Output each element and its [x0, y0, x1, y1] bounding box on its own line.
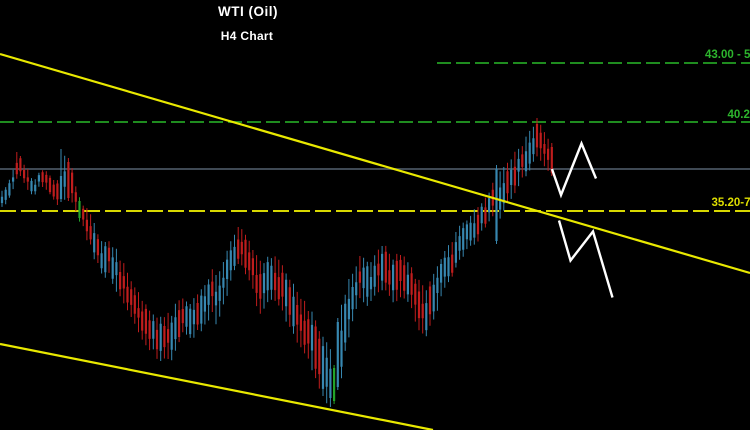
svg-text:H4 Chart: H4 Chart [221, 29, 273, 43]
svg-text:43.00 - 50.00: 43.00 - 50.00 [705, 49, 750, 61]
svg-text:WTI (Oil): WTI (Oil) [218, 4, 278, 19]
svg-text:40.20: 40.20 [728, 109, 750, 121]
svg-text:35.20-70: 35.20-70 [712, 197, 750, 209]
